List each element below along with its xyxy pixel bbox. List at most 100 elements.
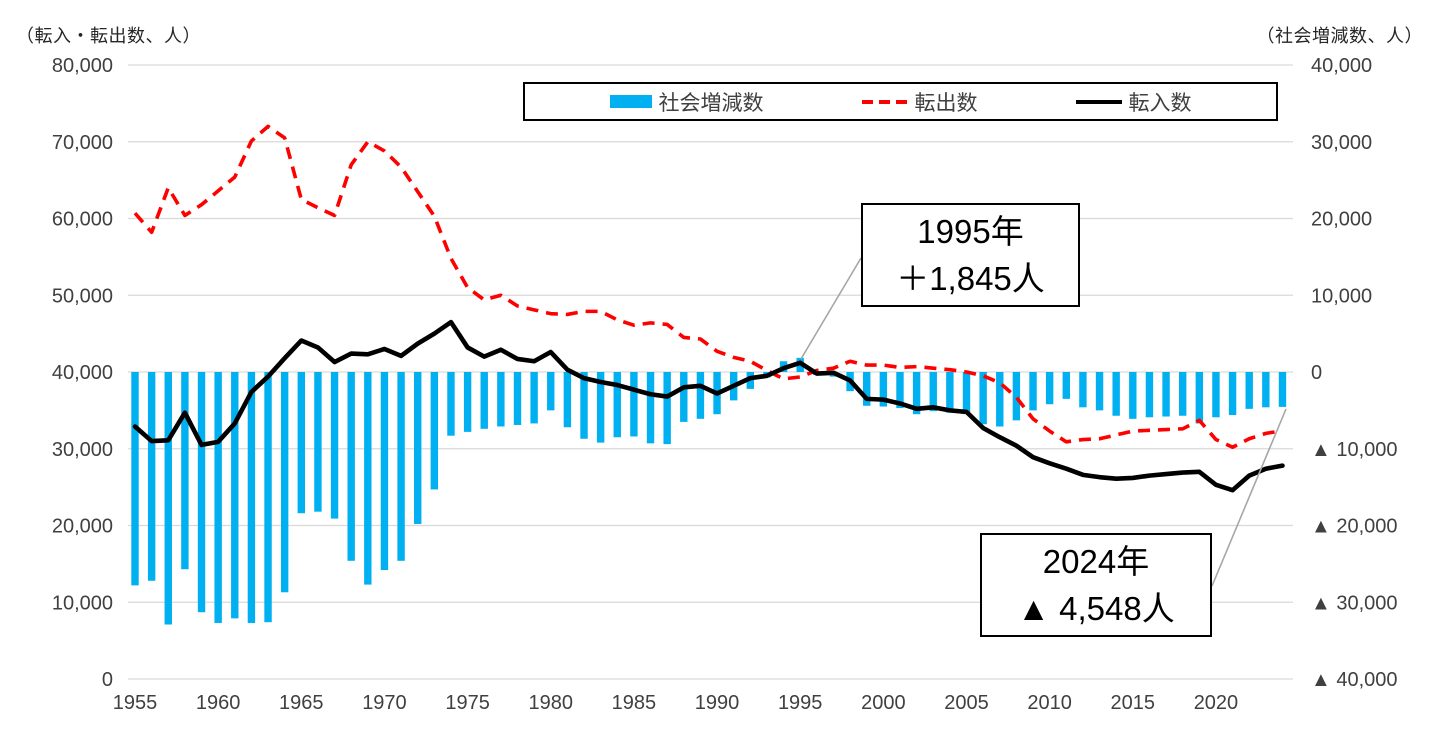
net-bar-1975 (463, 372, 472, 432)
net-bar-1964 (280, 372, 289, 593)
svg-text:0: 0 (1311, 362, 1322, 384)
svg-text:20,000: 20,000 (52, 516, 113, 538)
net-bar-2010 (1045, 372, 1054, 405)
net-bar-2013 (1095, 372, 1104, 411)
net-bar-swatch-icon (609, 95, 652, 108)
out-migration-line (133, 124, 1283, 450)
net-bar-2022 (1245, 372, 1253, 409)
net-bar-2004 (946, 372, 954, 413)
legend-item-out: 転出数 (861, 87, 978, 117)
svg-text:10,000: 10,000 (1311, 285, 1372, 307)
chart-legend: 社会増減数 転出数 転入数 (523, 82, 1278, 121)
annotation-2024: 2024年 ▲ 4,548人 (980, 533, 1212, 637)
net-bar-2015 (1129, 372, 1137, 419)
net-bar-1969 (364, 372, 372, 585)
svg-text:50,000: 50,000 (52, 285, 113, 307)
net-bar-1984 (613, 372, 621, 438)
svg-text:▲ 40,000: ▲ 40,000 (1311, 669, 1398, 691)
annotation-1995: 1995年 ＋1,845人 (861, 203, 1080, 307)
left-axis-title: （転入・転出数、人） (16, 26, 201, 46)
svg-text:1965: 1965 (279, 692, 324, 714)
net-bar-1968 (347, 372, 355, 561)
net-bar-2007 (996, 372, 1004, 427)
net-bar-1978 (513, 372, 522, 425)
net-bar-1966 (314, 372, 322, 512)
net-bar-1987 (663, 372, 671, 445)
net-bar-1960 (214, 372, 222, 623)
annotation-2024-year: 2024年 (1042, 543, 1150, 580)
legend-label-out: 転出数 (914, 91, 978, 115)
net-bar-1985 (630, 372, 638, 437)
net-bar-2023 (1262, 372, 1270, 408)
svg-text:70,000: 70,000 (52, 132, 113, 154)
net-bar-1956 (147, 372, 156, 581)
net-bar-2012 (1079, 372, 1087, 408)
net-bar-2002 (912, 372, 921, 415)
out-dashed-line-swatch-icon (861, 99, 908, 104)
net-bar-2018 (1178, 372, 1187, 416)
net-bar-1981 (563, 372, 572, 428)
svg-text:30,000: 30,000 (52, 439, 113, 461)
net-bar-1980 (547, 372, 555, 411)
net-bar-2011 (1062, 372, 1070, 399)
net-bar-1982 (580, 372, 588, 439)
leader-line-1995 (800, 257, 862, 360)
svg-text:1995: 1995 (778, 692, 823, 714)
net-bar-2019 (1195, 372, 1204, 424)
svg-text:1970: 1970 (362, 692, 407, 714)
net-bar-1965 (297, 372, 305, 514)
svg-text:1975: 1975 (445, 692, 490, 714)
net-bar-1967 (330, 372, 339, 519)
net-bar-1972 (414, 372, 422, 524)
net-bar-1957 (164, 372, 172, 625)
svg-text:▲ 10,000: ▲ 10,000 (1311, 439, 1398, 461)
annotation-leader-lines (800, 257, 1287, 587)
svg-text:0: 0 (102, 669, 113, 691)
net-bar-1970 (380, 372, 389, 571)
svg-text:2015: 2015 (1111, 692, 1156, 714)
svg-text:1980: 1980 (529, 692, 574, 714)
svg-text:10,000: 10,000 (52, 592, 113, 614)
legend-label-in: 転入数 (1128, 91, 1192, 115)
net-bar-1986 (646, 372, 655, 444)
net-bar-2001 (896, 372, 904, 409)
svg-text:2005: 2005 (944, 692, 989, 714)
leader-line-2024 (1211, 408, 1287, 587)
net-bar-2020 (1212, 372, 1220, 418)
net-bar-2000 (879, 372, 888, 407)
net-bar-1974 (447, 372, 455, 436)
net-bars (131, 357, 1287, 625)
net-bar-2017 (1162, 372, 1170, 417)
annotation-2024-value: ▲ 4,548人 (1017, 590, 1175, 627)
svg-text:1985: 1985 (612, 692, 657, 714)
net-bar-2024 (1278, 372, 1287, 407)
svg-text:20,000: 20,000 (1311, 209, 1372, 231)
svg-text:1955: 1955 (113, 692, 158, 714)
net-bar-1971 (397, 372, 405, 561)
net-bar-1963 (264, 372, 272, 623)
right-axis-labels: 40,000 30,000 20,000 10,000 0 ▲ 10,000 ▲ 20,00… (1311, 55, 1398, 691)
x-axis-labels: 1955 1960 1965 1970 1975 1980 1985 1990 1995 2000… (113, 692, 1238, 714)
net-bar-1962 (247, 372, 256, 623)
legend-label-net: 社会増減数 (658, 91, 764, 115)
net-bar-1973 (430, 372, 439, 490)
net-bar-1959 (197, 372, 206, 613)
legend-item-in: 転入数 (1075, 87, 1192, 117)
net-bar-2008 (1012, 372, 1021, 421)
left-axis-labels: 80,000 70,000 60,000 50,000 40,000 30,000 20,0… (52, 55, 113, 691)
annotation-1995-value: ＋1,845人 (896, 260, 1045, 297)
net-bar-2021 (1228, 372, 1237, 415)
net-bar-2016 (1145, 372, 1154, 418)
net-bar-1961 (231, 372, 239, 619)
svg-text:1960: 1960 (196, 692, 241, 714)
net-bar-2005 (962, 372, 971, 412)
net-bar-1999 (863, 372, 871, 406)
net-bar-2014 (1112, 372, 1120, 416)
net-bar-1955 (131, 372, 139, 586)
gridlines (128, 64, 1293, 680)
svg-text:30,000: 30,000 (1311, 132, 1372, 154)
legend-item-net: 社会増減数 (609, 87, 764, 117)
net-bar-2006 (979, 372, 987, 425)
net-bar-1983 (596, 372, 605, 443)
